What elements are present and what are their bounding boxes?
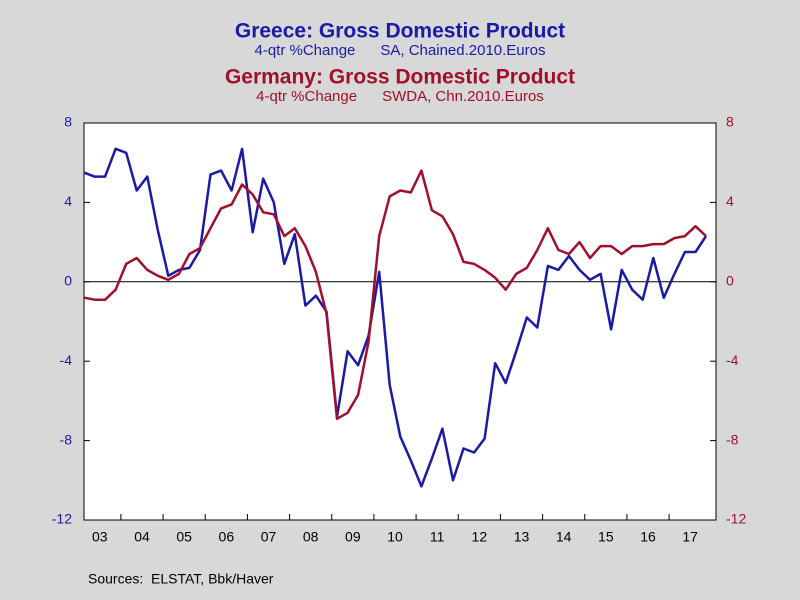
y-tick-label: -12 — [52, 511, 72, 527]
plot-area — [83, 122, 717, 521]
x-tick-label: 05 — [176, 529, 192, 545]
series-line — [83, 147, 708, 488]
y2-tick-label: -12 — [726, 511, 746, 527]
x-tick-label: 16 — [640, 529, 656, 545]
y-tick-label: -4 — [60, 352, 73, 368]
x-tick-label: 07 — [261, 529, 277, 545]
x-tick-label: 13 — [514, 529, 530, 545]
x-tick-label: 11 — [430, 529, 445, 545]
chart-title: Greece: Gross Domestic Product — [235, 20, 565, 43]
x-tick-label: 14 — [556, 529, 572, 545]
y2-tick-label: -4 — [726, 352, 739, 368]
y-tick-label: 0 — [64, 273, 72, 289]
y2-tick-label: -8 — [726, 431, 739, 447]
x-tick-label: 03 — [92, 529, 108, 545]
x-tick-label: 15 — [598, 529, 614, 545]
y2-tick-label: 0 — [726, 273, 734, 289]
chart-subtitle: 4-qtr %Change SWDA, Chn.2010.Euros — [256, 88, 544, 105]
x-tick-label: 12 — [472, 529, 488, 545]
series-line — [83, 169, 707, 421]
y-tick-label: 4 — [64, 193, 72, 209]
y2-tick-label: 4 — [726, 193, 734, 209]
chart-title: Germany: Gross Domestic Product — [225, 66, 575, 89]
chart-subtitle: 4-qtr %Change SA, Chained.2010.Euros — [254, 42, 545, 59]
x-tick-label: 08 — [303, 529, 319, 545]
x-tick-label: 04 — [134, 529, 150, 545]
y2-tick-label: 8 — [726, 114, 734, 130]
y-tick-label: -8 — [60, 431, 73, 447]
x-tick-label: 17 — [682, 529, 698, 545]
source: Sources: ELSTAT, Bbk/Haver — [88, 571, 274, 587]
x-tick-label: 10 — [387, 529, 403, 545]
y-tick-label: 8 — [64, 114, 72, 130]
x-tick-label: 06 — [219, 529, 235, 545]
x-tick-label: 09 — [345, 529, 361, 545]
